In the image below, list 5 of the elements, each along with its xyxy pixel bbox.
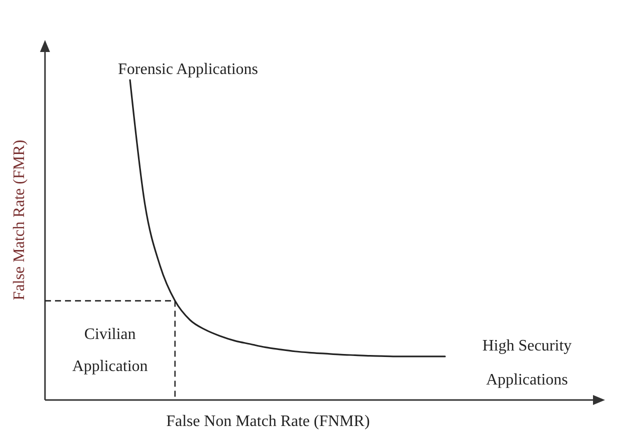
annotation: High Security Applications [482, 337, 572, 388]
x-axis-title: False Non Match Rate (FNMR) [166, 413, 370, 430]
y-axis-title: False Match Rate (FMR) [11, 140, 28, 300]
annotation: Civilian Application [72, 326, 148, 375]
text: Forensic Applications [118, 61, 258, 78]
